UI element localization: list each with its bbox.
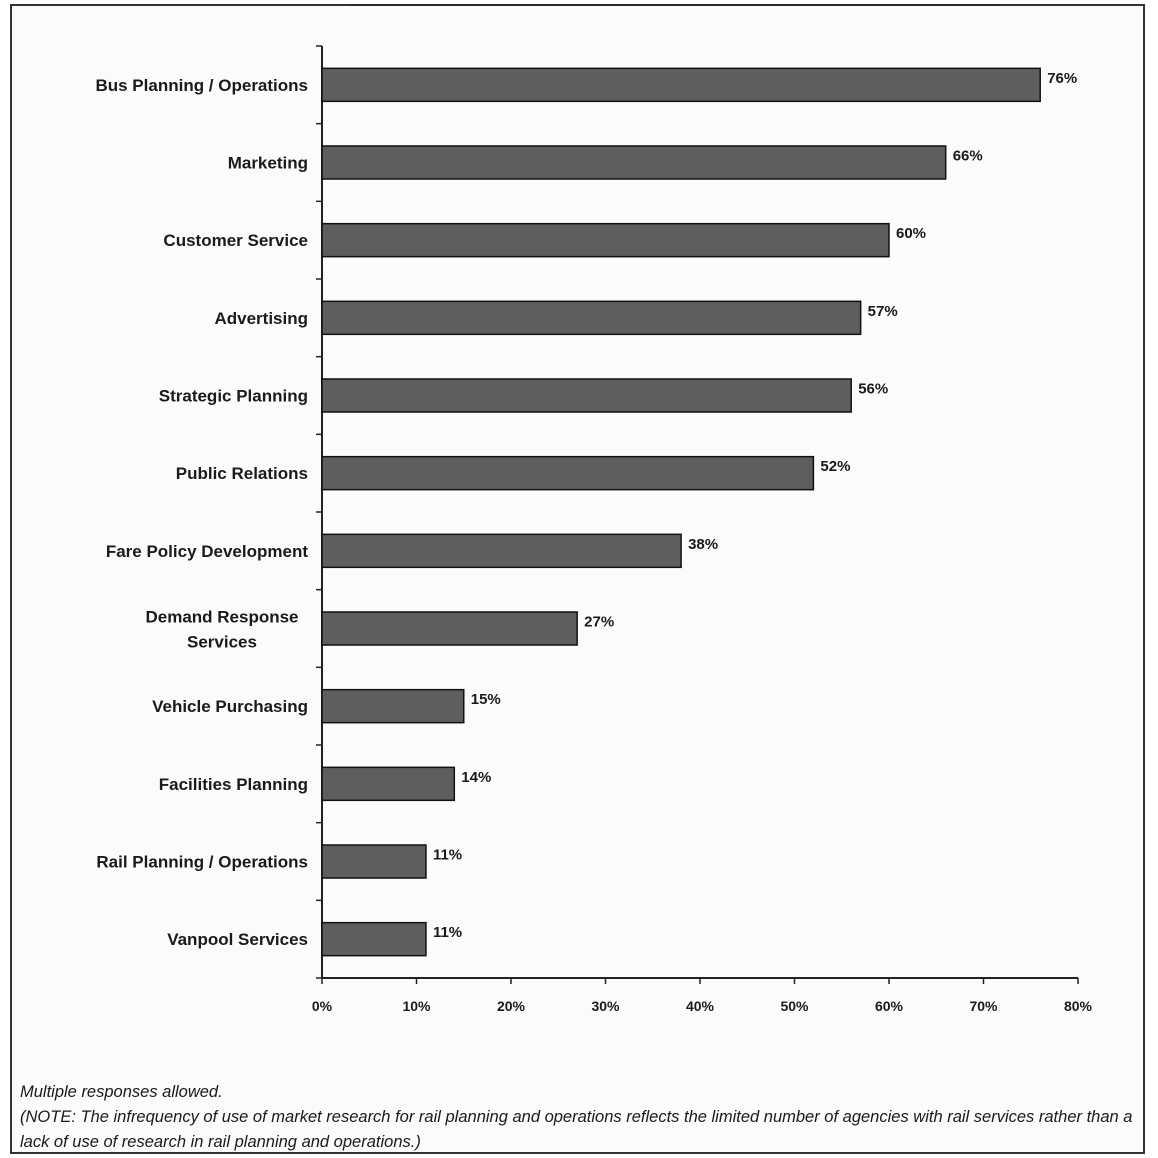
value-label: 52% (820, 458, 850, 475)
bar (321, 300, 862, 336)
bar-chart: 0% 10% 20% 30% 40% 50% 60% 70% 80% Bus Planning /… (95, 45, 1093, 1014)
note-rail-explanation: (NOTE: The infrequency of use of market … (20, 1108, 1133, 1151)
bar (321, 921, 427, 957)
x-tick-label: 60% (875, 998, 904, 1014)
figure-frame (10, 4, 1145, 1154)
bar (321, 844, 427, 879)
category-label: Demand Response Services (145, 608, 298, 652)
x-tick-label: 50% (780, 998, 809, 1014)
x-tick-label: 70% (969, 998, 998, 1014)
value-label: 11% (433, 847, 462, 864)
bar (321, 222, 890, 258)
bar (321, 611, 578, 646)
chart-labels: 0% 10% 20% 30% 40% 50% 60% 70% 80% Bus Planning /… (95, 70, 1092, 1014)
value-label: 57% (868, 303, 898, 320)
category-label: Marketing (228, 154, 308, 173)
x-tick-label: 10% (402, 998, 431, 1014)
value-label: 60% (896, 225, 926, 242)
category-label: Fare Policy Development (106, 542, 309, 561)
bar (321, 455, 815, 491)
chart-bars (321, 67, 1041, 957)
category-label: Bus Planning / Operations (95, 76, 308, 95)
bar (321, 533, 682, 569)
category-label: Strategic Planning (159, 387, 308, 406)
category-label: Vanpool Services (167, 930, 308, 949)
x-tick-label: 20% (497, 998, 526, 1014)
category-label: Customer Service (163, 231, 308, 250)
value-label: 38% (688, 536, 718, 553)
value-label: 11% (433, 924, 462, 941)
category-label: Public Relations (176, 464, 308, 483)
category-label: Advertising (214, 309, 308, 328)
bar (321, 378, 852, 413)
note-multiple-responses: Multiple responses allowed. (20, 1083, 223, 1101)
value-label: 66% (953, 148, 983, 165)
x-tick-label: 30% (591, 998, 620, 1014)
value-label: 76% (1047, 70, 1077, 87)
value-label: 56% (858, 381, 888, 398)
value-label: 27% (584, 614, 614, 631)
chart-axes (316, 45, 1079, 984)
value-label: 15% (471, 691, 501, 708)
category-label: Vehicle Purchasing (152, 697, 308, 716)
value-label: 14% (461, 769, 491, 786)
category-label: Facilities Planning (159, 775, 308, 794)
cropped-title-remnant (350, 4, 1000, 6)
x-tick-label: 0% (312, 998, 333, 1014)
bar (321, 766, 456, 802)
category-label: Rail Planning / Operations (96, 853, 308, 872)
bar (321, 145, 947, 180)
bar (321, 688, 465, 724)
x-tick-label: 80% (1064, 998, 1093, 1014)
bar (321, 67, 1041, 103)
x-tick-label: 40% (686, 998, 715, 1014)
